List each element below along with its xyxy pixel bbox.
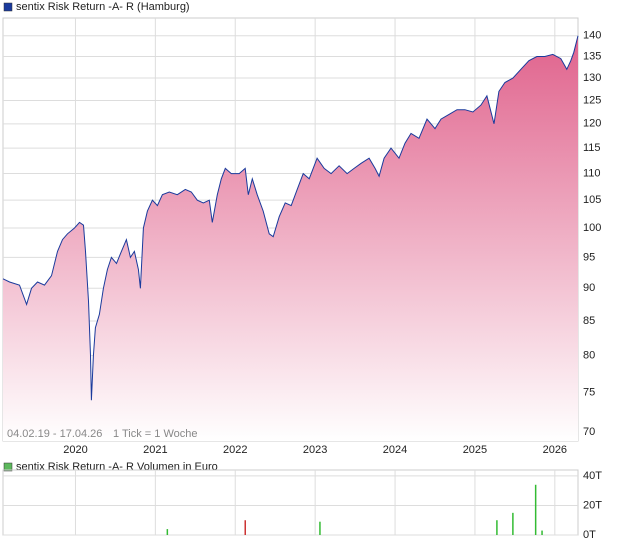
volume-bar <box>512 512 514 535</box>
volume-bar <box>534 484 537 535</box>
y-tick-label: 0T <box>583 529 596 541</box>
x-tick-label: 2024 <box>383 444 407 456</box>
area-fill <box>3 35 578 441</box>
y-tick-label: 70 <box>583 426 595 438</box>
y-tick-label: 105 <box>583 194 601 206</box>
price-line <box>2 35 579 401</box>
y-tick-label: 120 <box>583 118 601 130</box>
x-tick-label: 2026 <box>543 444 567 456</box>
volume-bar <box>541 530 543 535</box>
annotation: 04.02.19 - 17.04.26 <box>7 428 102 440</box>
legend-label: sentix Risk Return -A- R (Hamburg) <box>16 1 190 13</box>
y-tick-label: 110 <box>583 167 601 179</box>
legend-swatch <box>3 462 13 472</box>
y-tick-label: 90 <box>583 282 595 294</box>
y-tick-label: 20T <box>583 499 602 511</box>
y-tick-label: 100 <box>583 222 601 234</box>
y-tick-label: 130 <box>583 72 601 84</box>
y-tick-label: 95 <box>583 251 595 263</box>
volume-bar <box>319 521 321 535</box>
y-tick-label: 115 <box>583 142 601 154</box>
y-tick-label: 135 <box>583 50 601 62</box>
x-tick-label: 2025 <box>463 444 487 456</box>
legend-swatch <box>3 2 13 12</box>
y-tick-label: 140 <box>583 30 601 42</box>
volume-bar <box>496 520 498 535</box>
x-tick-label: 2021 <box>143 444 167 456</box>
x-tick-label: 2023 <box>303 444 327 456</box>
y-tick-label: 80 <box>583 350 595 362</box>
annotation: 1 Tick = 1 Woche <box>113 428 197 440</box>
y-tick-label: 125 <box>583 94 601 106</box>
legend-label: sentix Risk Return -A- R Volumen in Euro <box>16 461 218 473</box>
y-tick-label: 85 <box>583 315 595 327</box>
x-tick-label: 2022 <box>223 444 247 456</box>
x-tick-label: 2020 <box>63 444 87 456</box>
volume-bar <box>244 520 246 535</box>
volume-bar <box>166 529 169 535</box>
y-tick-label: 40T <box>583 470 602 482</box>
y-tick-label: 75 <box>583 386 595 398</box>
plot-area <box>2 469 579 536</box>
